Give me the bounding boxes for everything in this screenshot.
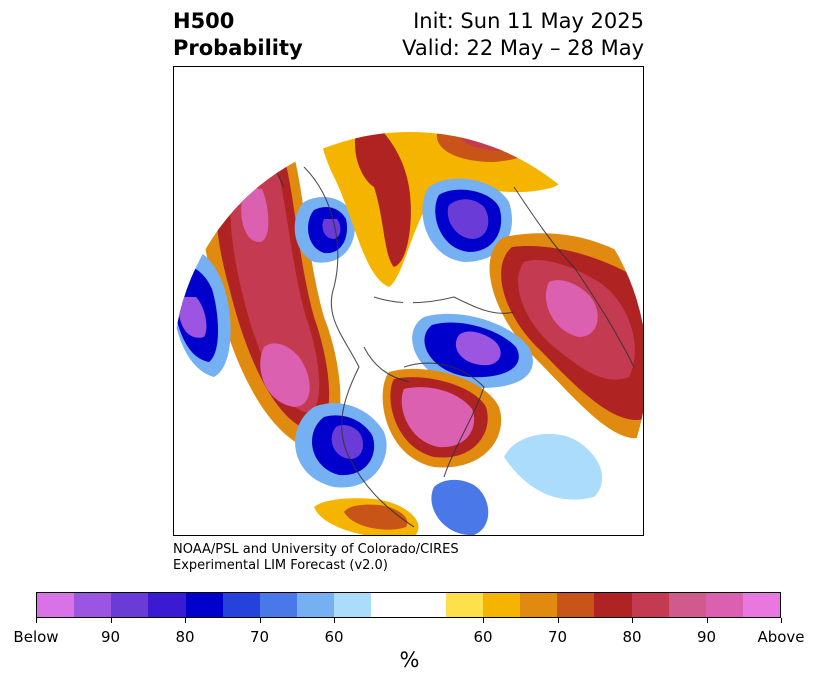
negative-anomaly-siberia — [422, 178, 512, 262]
colorbar-tick-label: 90 — [696, 628, 717, 646]
colorbar-tick-label: 90 — [100, 628, 121, 646]
pale-band-east-pacific — [504, 433, 603, 500]
colorbar — [36, 592, 781, 618]
colorbar-tick-mark — [259, 618, 261, 623]
colorbar-swatch — [222, 593, 260, 617]
colorbar-tick-mark — [334, 618, 335, 623]
colorbar-swatch — [631, 593, 669, 617]
valid-range: Valid: 22 May – 28 May — [402, 36, 644, 60]
colorbar-swatch — [594, 593, 632, 617]
colorbar-tick-mark — [110, 618, 112, 623]
probability-map — [174, 132, 643, 535]
colorbar-tick-mark — [483, 618, 484, 623]
colorbar-swatch — [297, 593, 335, 617]
colorbar-swatch — [520, 593, 558, 617]
init-date: Init: Sun 11 May 2025 — [413, 9, 644, 33]
credit-line-1: NOAA/PSL and University of Colorado/CIRE… — [173, 542, 459, 557]
map-panel — [173, 66, 644, 536]
colorbar-swatch — [482, 593, 521, 617]
colorbar-tick-label: 60 — [473, 628, 493, 646]
negative-anomaly-gulf — [431, 480, 489, 535]
colorbar-swatch — [668, 593, 706, 617]
colorbar-swatch — [557, 593, 595, 617]
negative-anomaly-atlantic — [412, 313, 533, 388]
colorbar-tick-mark — [557, 618, 559, 623]
colorbar-swatch — [74, 593, 112, 617]
negative-anomaly-western-us — [295, 403, 387, 488]
positive-anomaly-north-america — [382, 368, 502, 468]
positive-anomaly-eurasia — [489, 233, 643, 439]
colorbar-units: % — [399, 648, 420, 672]
colorbar-tick-mark — [185, 618, 186, 623]
colorbar-tick-mark — [36, 618, 37, 623]
credit-line-2: Experimental LIM Forecast (v2.0) — [173, 558, 388, 573]
north-pole-marker — [403, 297, 413, 307]
colorbar-swatch — [148, 593, 186, 617]
credit-text: NOAA/PSL and University of Colorado/CIRE… — [173, 542, 459, 574]
chart-title: H500 Probability — [173, 8, 303, 62]
colorbar-swatch — [37, 593, 75, 617]
colorbar-swatch — [334, 593, 372, 617]
title-line-2: Probability — [173, 36, 303, 60]
colorbar-tick-mark — [781, 618, 782, 623]
colorbar-tick-label: Below — [13, 628, 59, 646]
forecast-dates: Init: Sun 11 May 2025 Valid: 22 May – 28… — [402, 8, 644, 62]
colorbar-tick-mark — [632, 618, 633, 623]
colorbar-tick-label: 70 — [249, 628, 270, 646]
colorbar-tick-label: 80 — [622, 628, 642, 646]
colorbar-tick-label: 70 — [547, 628, 568, 646]
colorbar-swatch — [111, 593, 149, 617]
colorbar-swatch — [408, 593, 446, 617]
colorbar-swatch — [705, 593, 743, 617]
colorbar-tick-label: 80 — [175, 628, 195, 646]
colorbar-swatch — [445, 593, 483, 617]
colorbar-tick-mark — [706, 618, 708, 623]
colorbar-tick-label: Above — [757, 628, 805, 646]
colorbar-swatch — [742, 593, 781, 617]
colorbar-swatch — [185, 593, 223, 617]
colorbar-swatch — [259, 593, 298, 617]
colorbar-tick-label: 60 — [324, 628, 344, 646]
title-line-1: H500 — [173, 9, 235, 33]
colorbar-swatch — [371, 593, 409, 617]
